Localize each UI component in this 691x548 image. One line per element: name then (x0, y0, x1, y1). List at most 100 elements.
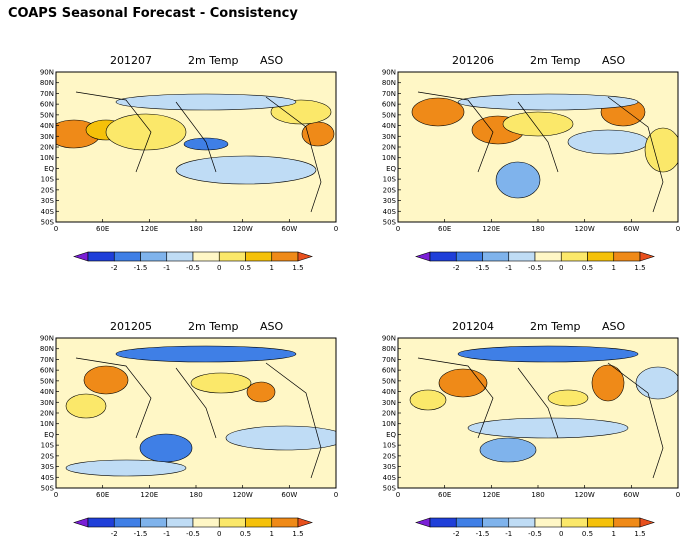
lat-label: 10S (41, 442, 55, 450)
lat-label: 20S (383, 452, 397, 460)
anomaly-region (270, 99, 332, 125)
lat-label: 70N (382, 90, 396, 98)
colorbar-arrow-low (415, 517, 431, 528)
lat-label: 40S (41, 474, 55, 482)
lat-label: 20N (40, 144, 54, 152)
lat-label: 50N (40, 111, 54, 119)
lon-label: 180 (189, 225, 202, 233)
colorbar-arrow-low (73, 251, 89, 262)
lon-label: 0 (54, 491, 58, 499)
colorbar-segment (508, 251, 536, 262)
lat-label: 30S (383, 197, 397, 205)
lon-label: 0 (334, 491, 338, 499)
lat-label: 10N (40, 154, 54, 162)
panel-variable: 2m Temp (530, 320, 581, 333)
lat-label: 20N (382, 410, 396, 418)
lat-label: 10S (41, 176, 55, 184)
lat-label: EQ (44, 165, 54, 173)
colorbar-label: -1.5 (134, 264, 148, 272)
lat-label: 90N (40, 335, 54, 343)
panel-season: ASO (602, 54, 626, 67)
lat-label: 40N (382, 388, 396, 396)
colorbar: -2-1.5-1-0.500.511.52 (415, 251, 655, 272)
panel-variable: 2m Temp (530, 54, 581, 67)
colorbar-segment (482, 517, 510, 528)
colorbar-label: -2 (453, 264, 460, 272)
lon-label: 0 (396, 491, 400, 499)
lat-label: 20S (41, 186, 55, 194)
anomaly-region (225, 425, 336, 451)
lat-label: 50N (382, 111, 396, 119)
colorbar-label: 1.5 (634, 264, 645, 272)
colorbar-segment (218, 251, 246, 262)
lon-label: 120W (233, 491, 253, 499)
lat-label: 30N (382, 399, 396, 407)
colorbar-segment (613, 251, 641, 262)
forecast-panel-2: 201206 2m Temp ASO 90N 80N 70N 60N 50N 40N 30N 20N… (362, 52, 691, 282)
anomaly-region (301, 121, 335, 147)
lon-label: 120E (140, 491, 158, 499)
colorbar: -2-1.5-1-0.500.511.52 (73, 517, 313, 538)
colorbar: -2-1.5-1-0.500.511.52 (415, 517, 655, 538)
colorbar-segment (429, 251, 457, 262)
colorbar-label: 0.5 (240, 530, 251, 538)
colorbar-segment (271, 517, 299, 528)
lon-label: 180 (531, 225, 544, 233)
colorbar-label: 0.5 (582, 530, 593, 538)
colorbar-segment (245, 517, 273, 528)
coastline (417, 357, 664, 479)
colorbar-label: 1.5 (292, 530, 303, 538)
colorbar: -2-1.5-1-0.500.511.52 (73, 251, 313, 272)
colorbar-segment (87, 517, 115, 528)
colorbar-segment (166, 517, 194, 528)
colorbar-segment (534, 251, 562, 262)
lat-label: 30S (41, 197, 55, 205)
colorbar-segment (87, 251, 115, 262)
lon-label: 120W (575, 225, 595, 233)
lon-label: 180 (531, 491, 544, 499)
colorbar-label: -1 (163, 530, 170, 538)
colorbar-label: -0.5 (186, 264, 200, 272)
panel-season: ASO (602, 320, 626, 333)
anomaly-region (467, 417, 629, 439)
panel-season: ASO (260, 320, 284, 333)
anomaly-region (495, 161, 541, 199)
colorbar-segment (560, 251, 588, 262)
colorbar-segment (140, 517, 168, 528)
colorbar-segment (560, 517, 588, 528)
lon-label: 60W (281, 225, 297, 233)
colorbar-segment (140, 251, 168, 262)
colorbar-label: -1.5 (476, 530, 490, 538)
lon-label: 0 (676, 491, 680, 499)
lat-label: 50S (383, 485, 397, 493)
colorbar-label: 0.5 (240, 264, 251, 272)
colorbar-segment (271, 251, 299, 262)
lat-label: 30N (382, 133, 396, 141)
lat-label: 10N (382, 420, 396, 428)
lat-label: 10N (40, 420, 54, 428)
colorbar-segment (429, 517, 457, 528)
lat-label: 50S (383, 219, 397, 227)
lon-label: 60W (623, 491, 639, 499)
lat-label: 90N (382, 69, 396, 77)
lat-label: 20S (383, 186, 397, 194)
lat-label: EQ (386, 431, 396, 439)
colorbar-label: 1.5 (634, 530, 645, 538)
colorbar-label: 1 (270, 530, 274, 538)
colorbar-label: -1 (163, 264, 170, 272)
lon-label: 60W (281, 491, 297, 499)
colorbar-arrow-high (297, 251, 313, 262)
lat-label: 40S (383, 474, 397, 482)
anomaly-region (438, 368, 488, 398)
anomaly-map: 90N 80N 70N 60N 50N 40N 30N 20N 10N EQ 10S 20S 30S 40… (382, 69, 680, 234)
colorbar-label: 1.5 (292, 264, 303, 272)
lon-label: 0 (676, 225, 680, 233)
lat-label: 40S (383, 208, 397, 216)
coastline (417, 91, 664, 213)
lat-label: 50S (41, 219, 55, 227)
lat-label: 50N (382, 377, 396, 385)
lat-label: 50N (40, 377, 54, 385)
lat-label: 90N (40, 69, 54, 77)
lat-label: 20N (40, 410, 54, 418)
lat-label: 40N (382, 122, 396, 130)
